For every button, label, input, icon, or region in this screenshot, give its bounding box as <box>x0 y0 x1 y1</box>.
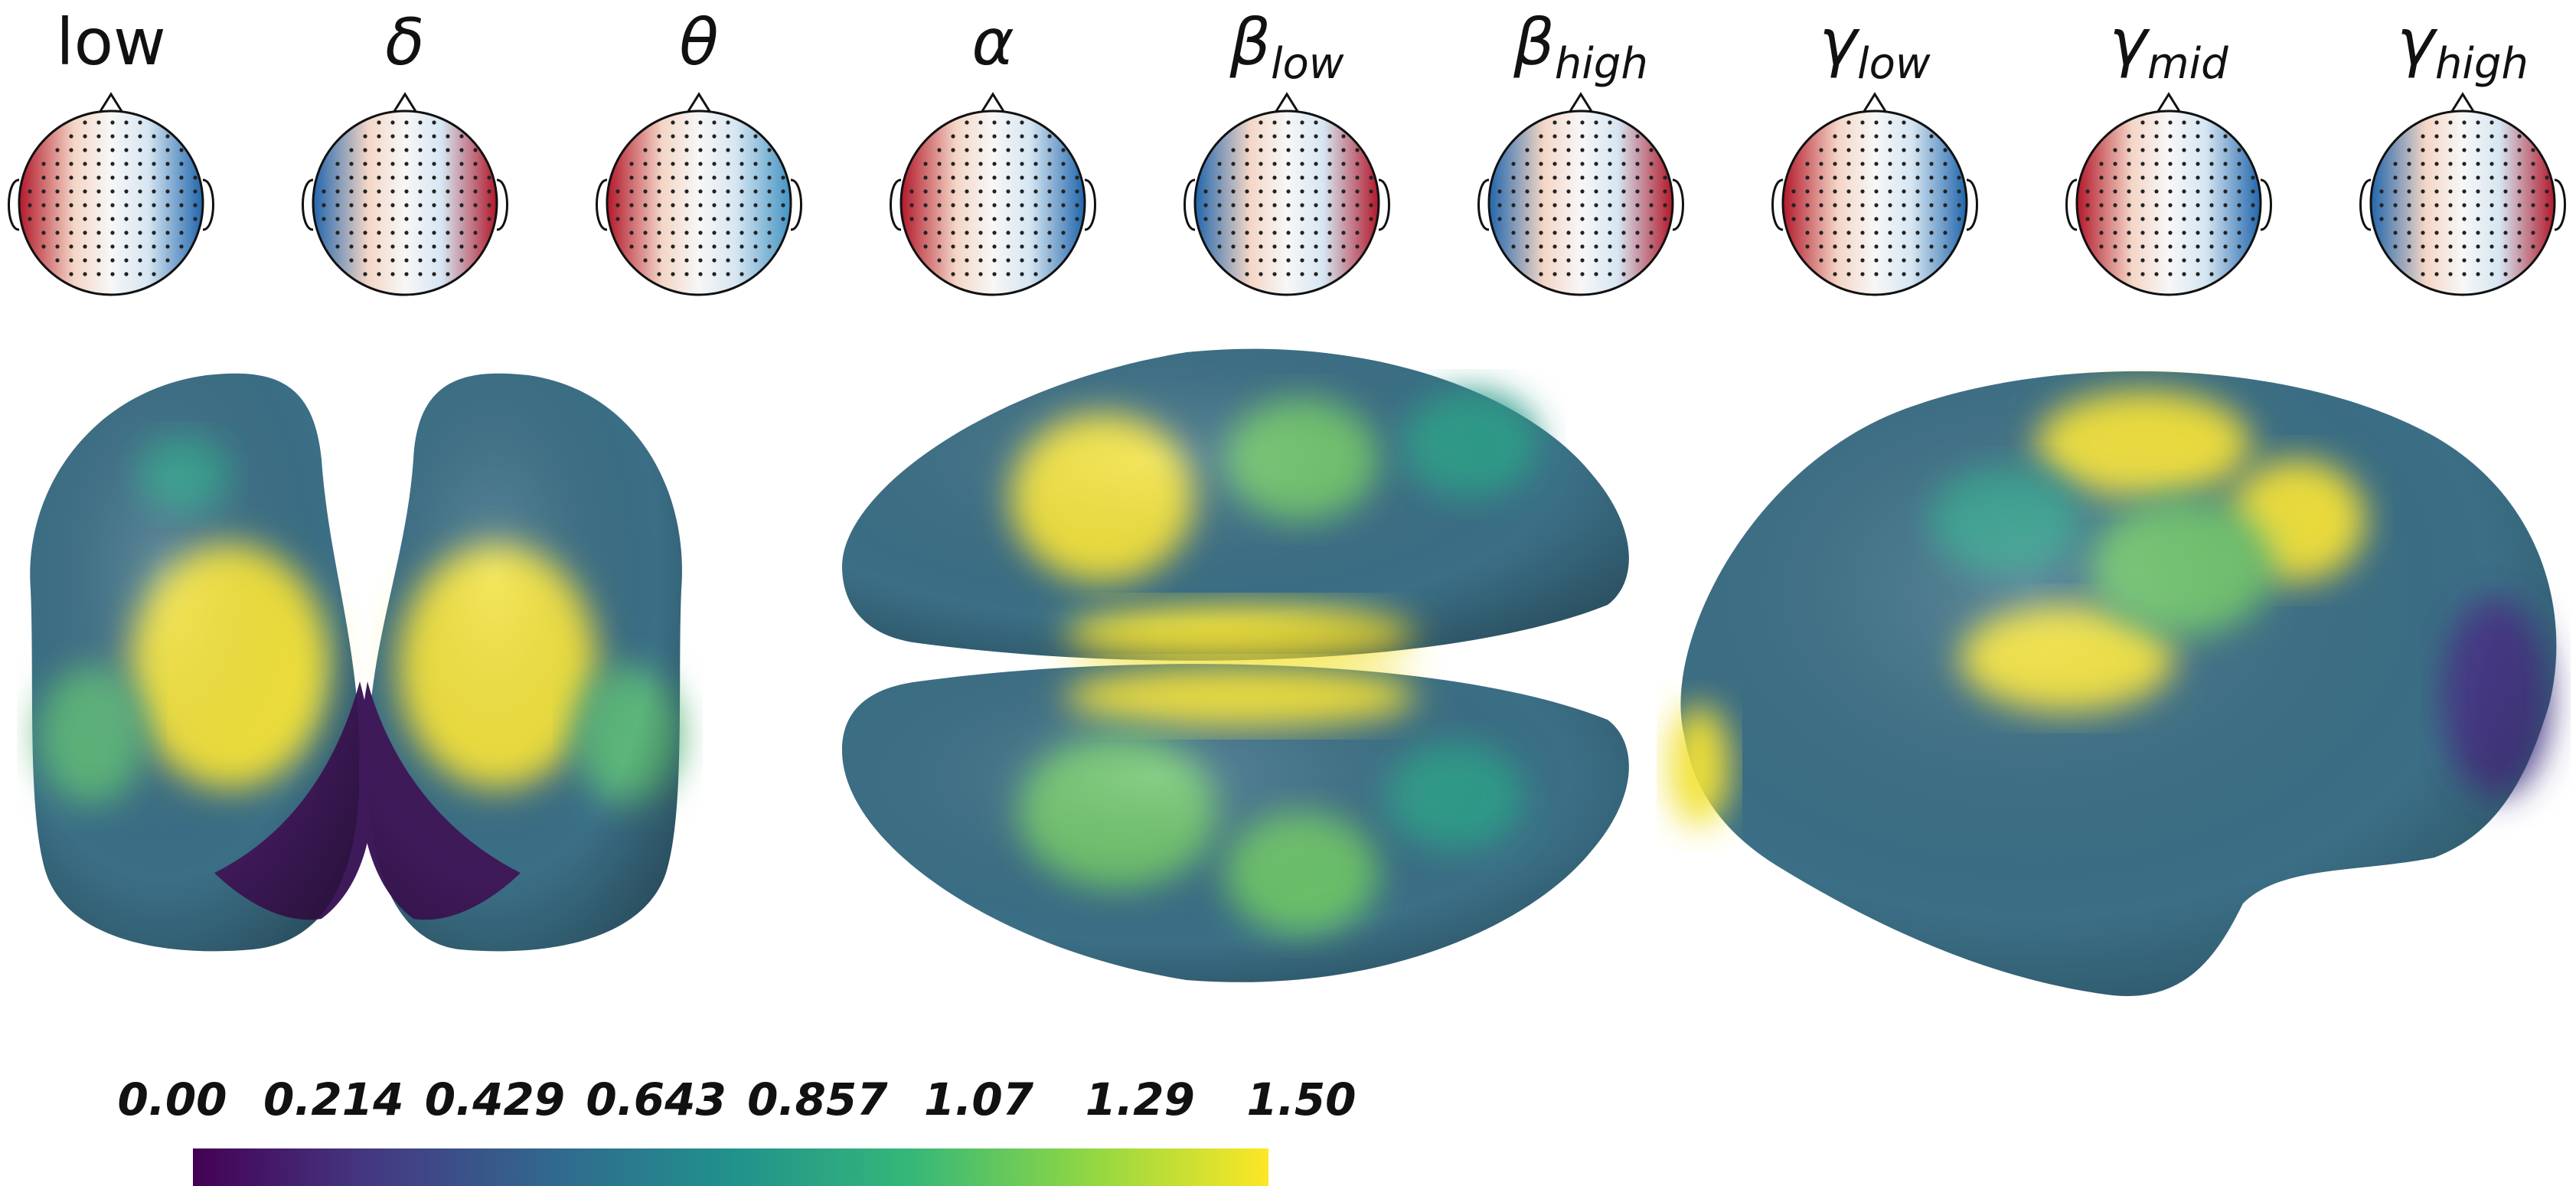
topomap-row: low δ θ α βlow βhigh γlow γmid γhigh <box>0 0 2576 306</box>
topomap-label-main: low <box>56 5 166 80</box>
topomap-head-4 <box>1184 92 1390 296</box>
topomap-label-7: γmid <box>2054 5 2284 89</box>
topomap-head-1 <box>302 92 508 296</box>
posterior-view-left-hemisphere <box>30 373 374 952</box>
topomap-label-5: βhigh <box>1466 5 1696 89</box>
topomap-label-8: γhigh <box>2348 5 2576 89</box>
topomap-head-0 <box>8 92 214 296</box>
topomap-head-2 <box>596 92 802 296</box>
topomap-label-main: α <box>971 5 1014 80</box>
brain-surface-views <box>30 348 2557 996</box>
topomap-label-sub: mid <box>2147 38 2228 89</box>
dorsal-view-lower-hemisphere <box>842 664 1629 982</box>
topomap-head-8 <box>2359 92 2566 296</box>
lateral-view-hemisphere <box>1669 371 2557 996</box>
topomap-label-sub: low <box>1857 38 1931 89</box>
topomap-label-2: θ <box>584 5 814 80</box>
topomap-label-main: γ <box>2397 5 2435 80</box>
colorbar-tick-label: 1.29 <box>1085 1073 1195 1126</box>
topomap-label-4: βlow <box>1172 5 1402 89</box>
topomap-label-6: γlow <box>1760 5 1990 89</box>
topomap-head-5 <box>1477 92 1684 296</box>
topomap-label-0: low <box>0 5 226 80</box>
topomap-label-main: γ <box>2109 5 2148 80</box>
colorbar-tick-label: 1.50 <box>1246 1073 1357 1126</box>
topomap-label-main: γ <box>1819 5 1858 80</box>
topomap-head-6 <box>1771 92 1978 296</box>
topomap-label-main: β <box>1513 5 1555 80</box>
posterior-view-right-hemisphere <box>358 373 682 952</box>
topomap-label-3: α <box>878 5 1108 80</box>
topomap-label-sub: low <box>1270 38 1344 89</box>
topomap-head-3 <box>890 92 1096 296</box>
topomap-label-1: δ <box>290 5 520 80</box>
colorbar-tick-label: 0.643 <box>586 1073 726 1126</box>
colorbar-tick-label: 0.429 <box>424 1073 566 1126</box>
topomap-head-7 <box>2065 92 2272 296</box>
dorsal-view-upper-hemisphere <box>842 348 1629 666</box>
colorbar-tick-label: 0.214 <box>263 1073 404 1126</box>
colorbar-tick-label: 0.857 <box>747 1073 888 1126</box>
topomap-label-sub: high <box>2434 38 2529 89</box>
topomap-label-main: β <box>1229 5 1271 80</box>
topomap-label-main: δ <box>385 5 425 80</box>
colorbar-strip <box>193 1148 1268 1186</box>
colorbar-tick-label: 1.07 <box>924 1073 1034 1126</box>
topomap-label-main: θ <box>679 5 719 80</box>
colorbar: 0.00 0.214 0.429 0.643 0.857 1.07 1.29 1.50 <box>0 1072 2576 1186</box>
topomap-label-sub: high <box>1554 38 1648 89</box>
colorbar-tick-label: 0.00 <box>117 1073 227 1126</box>
